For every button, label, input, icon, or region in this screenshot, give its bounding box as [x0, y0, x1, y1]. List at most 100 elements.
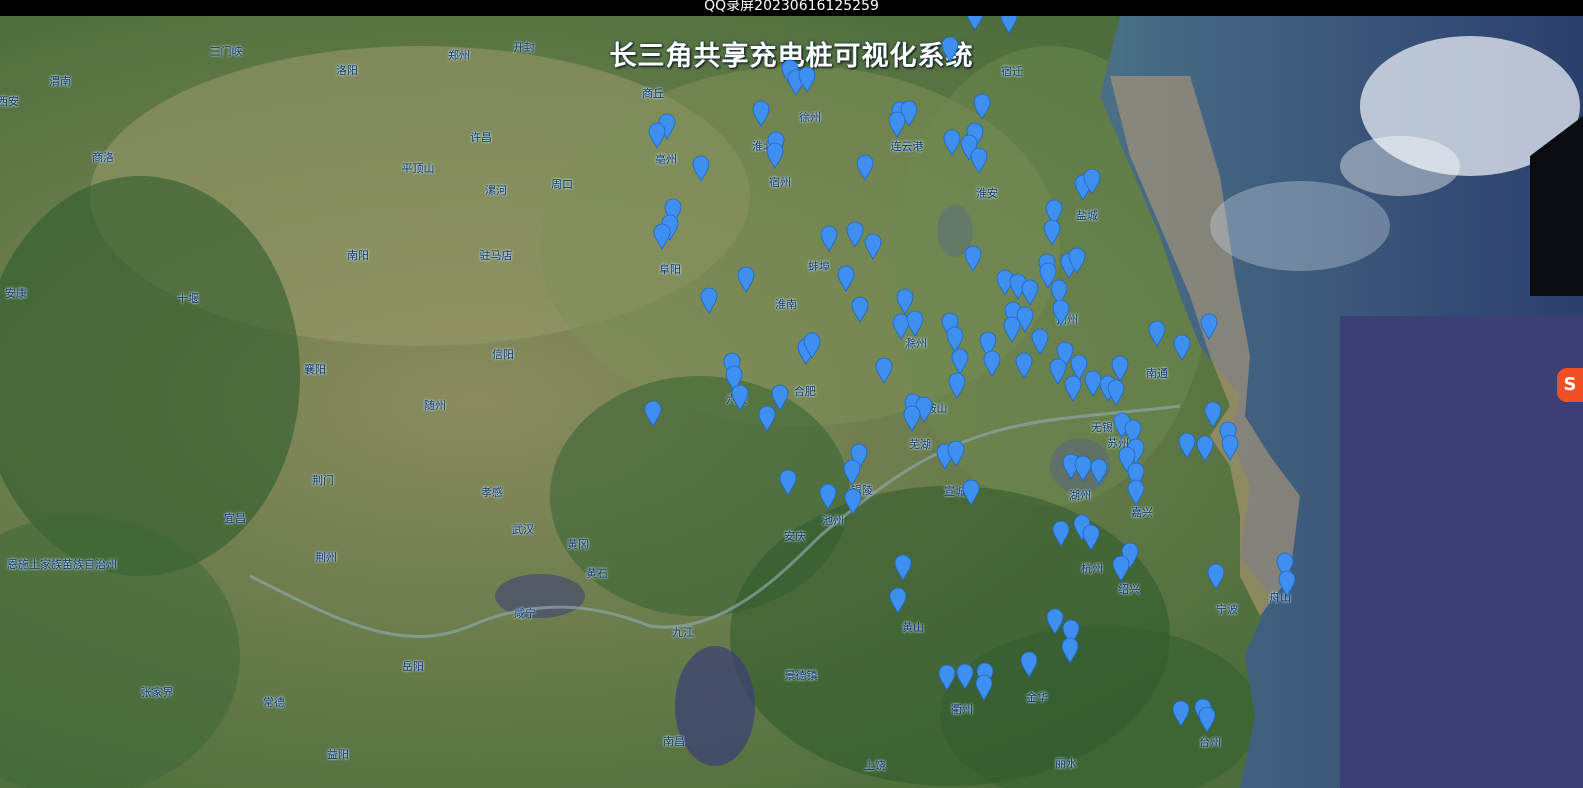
map-pin-icon[interactable] [1031, 328, 1049, 355]
map-pin-icon[interactable] [1070, 354, 1088, 381]
map-pin-icon[interactable] [1112, 555, 1130, 582]
map-pin-icon[interactable] [1278, 570, 1296, 597]
map-pin-icon[interactable] [846, 221, 864, 248]
map-pin-icon[interactable] [1021, 279, 1039, 306]
map-pin-icon[interactable] [1052, 299, 1070, 326]
map-pin-icon[interactable] [943, 129, 961, 156]
map-pin-icon[interactable] [1045, 199, 1063, 226]
map-pin-icon[interactable] [653, 223, 671, 250]
map-pin-icon[interactable] [1196, 435, 1214, 462]
map-pin-icon[interactable] [648, 122, 666, 149]
map-pin-icon[interactable] [1056, 341, 1074, 368]
map-pin-icon[interactable] [1148, 320, 1166, 347]
map-pin-icon[interactable] [819, 483, 837, 510]
map-pin-icon[interactable] [844, 488, 862, 515]
map-pin-icon[interactable] [1276, 552, 1294, 579]
map-pin-icon[interactable] [1200, 313, 1218, 340]
map-pin-icon[interactable] [896, 288, 914, 315]
map-pin-icon[interactable] [779, 469, 797, 496]
map-pin-icon[interactable] [1221, 434, 1239, 461]
map-pin-icon[interactable] [875, 357, 893, 384]
brand-logo-icon[interactable]: S [1557, 368, 1583, 402]
map-pin-icon[interactable] [1064, 375, 1082, 402]
map-pin-icon[interactable] [948, 372, 966, 399]
map-pin-icon[interactable] [1111, 355, 1129, 382]
map-pin-icon[interactable] [1084, 370, 1102, 397]
city-label: 商洛 [92, 151, 114, 164]
map-pin-icon[interactable] [951, 348, 969, 375]
map-pin-icon[interactable] [1204, 401, 1222, 428]
map-pin-icon[interactable] [946, 326, 964, 353]
map-pin-icon[interactable] [889, 587, 907, 614]
city-label: 芜湖 [909, 438, 931, 451]
map-pin-icon[interactable] [973, 93, 991, 120]
map-pin-icon[interactable] [850, 443, 868, 470]
map-pin-icon[interactable] [1090, 458, 1108, 485]
map-pin-icon[interactable] [864, 233, 882, 260]
map-pin-icon[interactable] [1173, 334, 1191, 361]
map-pin-icon[interactable] [1050, 279, 1068, 306]
map-pin-icon[interactable] [983, 350, 1001, 377]
map-pin-icon[interactable] [1039, 262, 1057, 289]
map-pin-icon[interactable] [962, 479, 980, 506]
map-pin-icon[interactable] [758, 405, 776, 432]
map-pin-icon[interactable] [771, 384, 789, 411]
map-pin-icon[interactable] [725, 365, 743, 392]
map-pin-icon[interactable] [1015, 352, 1033, 379]
map-pin-icon[interactable] [731, 384, 749, 411]
map-pin-icon[interactable] [1172, 700, 1190, 727]
map-pin-icon[interactable] [1082, 524, 1100, 551]
map-pin-icon[interactable] [938, 664, 956, 691]
map-pin-icon[interactable] [1127, 462, 1145, 489]
map-pin-icon[interactable] [1000, 16, 1018, 34]
map-pin-icon[interactable] [803, 332, 821, 359]
map-pin-icon[interactable] [903, 405, 921, 432]
map-pin-icon[interactable] [1124, 419, 1142, 446]
map-pin-icon[interactable] [766, 142, 784, 169]
map-pin-icon[interactable] [856, 154, 874, 181]
map-pin-icon[interactable] [975, 674, 993, 701]
map-pin-icon[interactable] [644, 400, 662, 427]
map-pin-icon[interactable] [798, 66, 816, 93]
map-pin-icon[interactable] [1207, 563, 1225, 590]
city-label: 衢州 [951, 703, 973, 716]
map-pin-icon[interactable] [888, 111, 906, 138]
map-pin-icon[interactable] [1083, 168, 1101, 195]
map-pin-icon[interactable] [837, 265, 855, 292]
map-pin-icon[interactable] [1020, 651, 1038, 678]
map-pin-icon[interactable] [906, 310, 924, 337]
map-pin-icon[interactable] [1068, 247, 1086, 274]
map-pin-icon[interactable] [1198, 706, 1216, 733]
map-pin-icon[interactable] [979, 331, 997, 358]
map-pin-icon[interactable] [947, 440, 965, 467]
map-pin-icon[interactable] [1127, 479, 1145, 506]
map-pin-icon[interactable] [892, 313, 910, 340]
map-pin-icon[interactable] [1052, 520, 1070, 547]
map-pin-icon[interactable] [956, 663, 974, 690]
map-pin-icon[interactable] [851, 296, 869, 323]
map-pin-icon[interactable] [1049, 358, 1067, 385]
map-pin-icon[interactable] [843, 459, 861, 486]
map-pin-icon[interactable] [894, 554, 912, 581]
map-pin-icon[interactable] [700, 287, 718, 314]
map-pin-icon[interactable] [752, 100, 770, 127]
map-pin-icon[interactable] [1062, 619, 1080, 646]
map-pin-icon[interactable] [1003, 316, 1021, 343]
map-pin-icon[interactable] [1061, 637, 1079, 664]
map-pin-icon[interactable] [820, 225, 838, 252]
map-pin-icon[interactable] [970, 147, 988, 174]
city-label: 杭州 [1081, 562, 1103, 575]
map-pin-icon[interactable] [1046, 608, 1064, 635]
map-pin-icon[interactable] [692, 155, 710, 182]
map-pin-icon[interactable] [941, 36, 959, 63]
map-pin-icon[interactable] [737, 266, 755, 293]
map-pin-icon[interactable] [1178, 432, 1196, 459]
satellite-map[interactable]: 长三角共享充电桩可视化系统 三门峡 郑州 开封 洛阳 渭南 西安 许昌 商丘 徐州 宿迁 商洛 平顶山… [0, 16, 1583, 788]
map-pin-icon[interactable] [1118, 446, 1136, 473]
map-pin-icon[interactable] [664, 198, 682, 225]
map-pin-icon[interactable] [964, 245, 982, 272]
map-pin-icon[interactable] [1107, 379, 1125, 406]
map-pin-icon[interactable] [1074, 455, 1092, 482]
map-pin-icon[interactable] [966, 16, 984, 31]
map-pin-icon[interactable] [1043, 219, 1061, 246]
